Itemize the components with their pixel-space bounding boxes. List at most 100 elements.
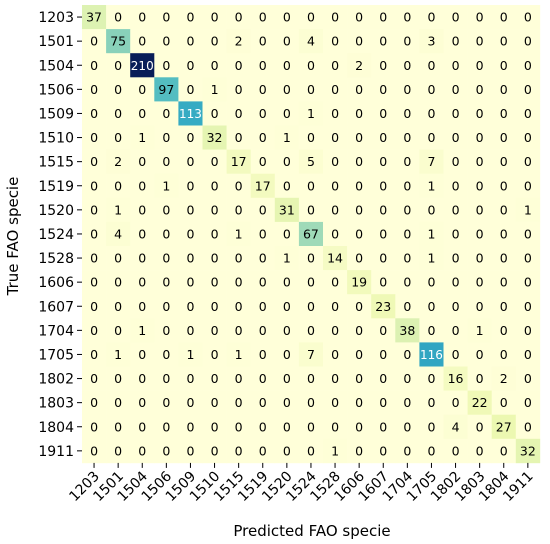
cell-value-label: 0 — [138, 106, 146, 121]
cell-value-label: 0 — [259, 371, 267, 386]
heatmap-cell — [82, 246, 107, 271]
heatmap-cell — [443, 438, 468, 464]
cell-value-label: 0 — [452, 106, 460, 121]
cell-value-label: 0 — [307, 130, 315, 145]
cell-value-label: 113 — [179, 107, 202, 121]
heatmap-cell — [202, 414, 227, 440]
cell-value-label: 0 — [500, 82, 508, 97]
cell-value-label: 0 — [90, 82, 98, 97]
cell-value-label: 0 — [331, 419, 339, 434]
y-tick-label: 1607 — [38, 299, 74, 315]
heatmap-cell — [202, 318, 227, 343]
cell-value-label: 0 — [355, 323, 363, 338]
heatmap-cell — [515, 318, 541, 343]
cell-value-label: 0 — [476, 419, 484, 434]
cell-value-label: 0 — [283, 178, 291, 193]
cell-value-label: 0 — [90, 419, 98, 434]
heatmap-cell — [274, 173, 300, 199]
heatmap-cell — [106, 29, 131, 54]
cell-value-label: 0 — [307, 178, 315, 193]
cell-value-label: 0 — [355, 371, 363, 386]
cell-value-label: 0 — [403, 371, 411, 386]
heatmap-cell — [130, 366, 155, 391]
cell-value-label: 0 — [476, 299, 484, 314]
heatmap-cell — [323, 5, 348, 30]
cell-value-label: 4 — [114, 226, 122, 241]
heatmap-cell — [491, 221, 517, 247]
cell-value-label: 0 — [162, 275, 170, 290]
heatmap-cell — [467, 318, 492, 343]
cell-value-label: 0 — [476, 443, 484, 458]
cell-value-label: 1 — [235, 347, 243, 362]
heatmap-cell — [178, 149, 203, 174]
heatmap-cell — [395, 294, 420, 319]
cell-value-label: 0 — [355, 10, 363, 25]
cell-value-label: 67 — [303, 226, 319, 241]
heatmap-cell — [226, 390, 251, 415]
heatmap-cell — [130, 246, 155, 271]
heatmap-cell — [202, 294, 227, 319]
cell-value-label: 0 — [259, 34, 267, 49]
heatmap-cell — [347, 366, 372, 391]
heatmap-cell — [395, 197, 420, 223]
cell-value-label: 0 — [259, 275, 267, 290]
heatmap-cell — [323, 77, 348, 102]
cell-value-label: 1 — [138, 323, 146, 338]
heatmap-cell — [347, 390, 372, 415]
cell-value-label: 1 — [427, 251, 435, 266]
cell-value-label: 0 — [138, 347, 146, 362]
heatmap-cell — [467, 197, 492, 223]
heatmap-cell — [515, 77, 541, 102]
heatmap-cell — [226, 5, 251, 30]
cell-value-label: 0 — [452, 275, 460, 290]
heatmap-cell — [250, 366, 276, 391]
heatmap-cell — [274, 77, 300, 102]
heatmap-cell — [106, 173, 131, 199]
heatmap-cell — [178, 270, 203, 295]
cell-value-label: 0 — [307, 82, 315, 97]
heatmap-cell — [371, 294, 396, 319]
heatmap-cell — [106, 270, 131, 295]
heatmap-cell — [154, 173, 179, 199]
cell-value-label: 0 — [403, 251, 411, 266]
cell-value-label: 1 — [427, 226, 435, 241]
heatmap-cell — [250, 294, 276, 319]
heatmap-cell — [371, 173, 396, 199]
cell-value-label: 0 — [259, 323, 267, 338]
cell-value-label: 0 — [90, 299, 98, 314]
heatmap-cell — [515, 294, 541, 319]
cell-value-label: 0 — [452, 323, 460, 338]
cell-value-label: 0 — [403, 443, 411, 458]
heatmap-cells: 37 0 0 0 0 0 0 0 0 0 0 0 0 0 0 0 0 0 00 75 0 0 0 0 2 0 0 4 0 0 0 0 3 0 0 0 0… — [82, 5, 541, 464]
cell-value-label: 0 — [162, 371, 170, 386]
heatmap-cell — [178, 390, 203, 415]
heatmap-cell — [250, 318, 276, 343]
heatmap-cell — [106, 390, 131, 415]
heatmap-cell — [371, 29, 396, 54]
cell-value-label: 16 — [448, 371, 464, 386]
cell-value-label: 0 — [235, 202, 243, 217]
heatmap-cell — [154, 29, 179, 54]
cell-value-label: 0 — [186, 130, 194, 145]
cell-value-label: 0 — [211, 178, 219, 193]
heatmap-cell — [274, 366, 300, 391]
cell-value-label: 0 — [355, 82, 363, 97]
cell-value-label: 1 — [138, 130, 146, 145]
heatmap-cell — [395, 390, 420, 415]
cell-value-label: 0 — [379, 443, 387, 458]
y-axis-ticks: 1203 1501 1504 1506 1509 1510 1515 1519 1520 1524… — [38, 10, 82, 460]
cell-value-label: 0 — [331, 202, 339, 217]
heatmap-cell — [371, 53, 396, 78]
cell-value-label: 2 — [114, 154, 122, 169]
cell-value-label: 0 — [186, 419, 194, 434]
cell-value-label: 0 — [500, 130, 508, 145]
heatmap-cell — [178, 125, 203, 150]
heatmap-cell — [298, 318, 324, 343]
heatmap-cell — [226, 438, 251, 464]
y-tick-label: 1504 — [38, 58, 74, 74]
cell-value-label: 1 — [114, 202, 122, 217]
heatmap-cell — [395, 77, 420, 102]
cell-value-label: 0 — [259, 443, 267, 458]
heatmap-cell — [323, 125, 348, 150]
cell-value-label: 0 — [427, 58, 435, 73]
